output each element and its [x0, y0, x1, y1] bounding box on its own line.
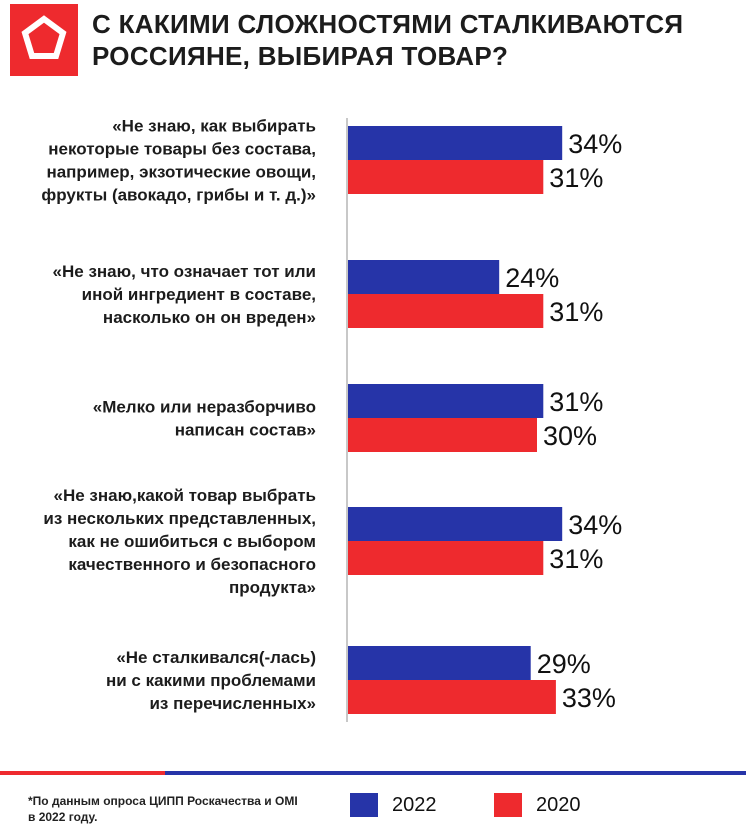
category-label-line: иной ингредиент в составе, [82, 285, 316, 304]
category-label-line: продукта» [229, 578, 316, 597]
legend-label-2020: 2020 [536, 793, 581, 816]
category-label-line: насколько он он вреден» [103, 308, 316, 327]
value-label-2020-2: 30% [543, 421, 597, 451]
legend-item-2022: 2022 [350, 793, 437, 817]
bar-chart: «Не знаю, как выбирать некоторые товары б… [41, 117, 622, 722]
category-label-line: написан состав» [175, 421, 316, 440]
legend-label-2022: 2022 [392, 793, 437, 816]
category-label-line: некоторые товары без состава, [48, 140, 316, 159]
bar-2020-4 [348, 680, 556, 714]
bar-2022-0 [348, 126, 563, 160]
category-label-line: фрукты (авокадо, грибы и т. д.)» [41, 186, 316, 205]
footer-divider-blue [165, 771, 746, 775]
value-label-2022-4: 29% [537, 649, 591, 679]
category-label-line: «Мелко или неразборчиво [93, 398, 316, 417]
category-label-line: «Не знаю,какой товар выбрать [54, 486, 317, 505]
legend-item-2020: 2020 [494, 793, 581, 817]
category-label-line: например, экзотические овощи, [46, 163, 316, 182]
source-note-line-1: *По данным опроса ЦИПП Роскачества и OMI [28, 794, 298, 808]
legend-swatch-2020 [494, 793, 522, 817]
value-label-2020-1: 31% [549, 297, 603, 327]
category-label-line: качественного и безопасного [68, 555, 316, 574]
bar-2022-1 [348, 260, 500, 294]
title-line-2: РОССИЯНЕ, ВЫБИРАЯ ТОВАР? [92, 41, 509, 71]
category-label-line: «Не сталкивался(-лась) [116, 648, 316, 667]
pentagon-logo-icon [21, 15, 67, 59]
category-labels: «Не знаю, как выбирать некоторые товары б… [41, 117, 316, 714]
category-label-line: из перечисленных» [149, 694, 316, 713]
footer-divider-red [0, 771, 165, 775]
bar-2022-2 [348, 384, 544, 418]
page-title: С КАКИМИ СЛОЖНОСТЯМИ СТАЛКИВАЮТСЯ РОССИЯ… [92, 8, 683, 72]
category-label-line: как не ошибиться с выбором [68, 532, 316, 551]
value-label-2020-4: 33% [562, 683, 616, 713]
source-note: *По данным опроса ЦИПП Роскачества и OMI… [28, 793, 338, 825]
category-label-line: из нескольких представленных, [43, 509, 316, 528]
value-label-2020-0: 31% [549, 163, 603, 193]
bar-2022-4 [348, 646, 531, 680]
value-label-2022-3: 34% [568, 510, 622, 540]
source-note-line-2: в 2022 году. [28, 810, 98, 824]
title-line-1: С КАКИМИ СЛОЖНОСТЯМИ СТАЛКИВАЮТСЯ [92, 9, 684, 39]
value-label-2022-1: 24% [505, 263, 559, 293]
bars [348, 126, 563, 714]
value-label-2020-3: 31% [549, 544, 603, 574]
category-label-line: ни с какими проблемами [106, 671, 316, 690]
bar-2020-1 [348, 294, 544, 328]
category-label-line: «Не знаю, как выбирать [112, 117, 316, 136]
bar-2022-3 [348, 507, 563, 541]
bar-2020-0 [348, 160, 544, 194]
value-labels: 34% 31% 24% 31% 31% 30% 34% 31% 29% 33% [505, 129, 622, 713]
bar-2020-2 [348, 418, 537, 452]
brand-logo [10, 4, 78, 76]
value-label-2022-0: 34% [568, 129, 622, 159]
category-label-line: «Не знаю, что означает тот или [53, 262, 316, 281]
value-label-2022-2: 31% [549, 387, 603, 417]
bar-2020-3 [348, 541, 544, 575]
legend-swatch-2022 [350, 793, 378, 817]
